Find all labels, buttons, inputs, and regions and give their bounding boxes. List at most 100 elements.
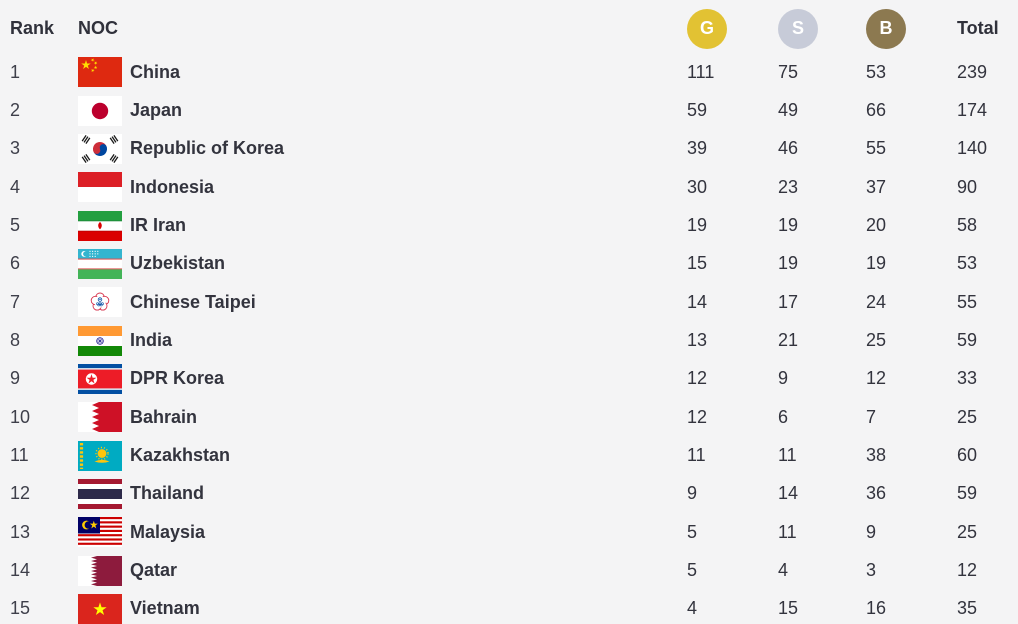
flag-indonesia-icon — [78, 172, 122, 203]
total-count: 59 — [957, 330, 978, 351]
total-count: 53 — [957, 253, 978, 274]
silver-count: 19 — [778, 253, 799, 274]
country-name: Thailand — [130, 483, 205, 504]
country-name: Japan — [130, 100, 183, 121]
country-name: Republic of Korea — [130, 138, 285, 159]
rank-value: 9 — [10, 368, 21, 389]
bronze-count: 19 — [866, 253, 887, 274]
total-count: 35 — [957, 598, 978, 619]
table-row: 4 Indonesia 30 23 37 90 — [0, 168, 1018, 206]
silver-count: 17 — [778, 291, 799, 312]
bronze-count: 36 — [866, 483, 887, 504]
country-name: Vietnam — [130, 598, 200, 619]
total-count: 239 — [957, 61, 988, 82]
rank-value: 10 — [10, 406, 31, 427]
silver-count: 6 — [778, 406, 789, 427]
noc-cell: Thailand — [78, 478, 687, 509]
silver-count: 11 — [778, 521, 797, 542]
table-row: 14 Qatar 5 4 3 12 — [0, 551, 1018, 589]
rank-value: 11 — [10, 445, 29, 466]
table-row: 11 Kazakhstan 11 11 38 60 — [0, 436, 1018, 474]
total-count: 25 — [957, 521, 978, 542]
silver-count: 4 — [778, 560, 789, 581]
bronze-count: 7 — [866, 406, 877, 427]
table-body: 1 China 111 75 53 239 2 Japan 59 49 66 1… — [0, 53, 1018, 624]
table-header: Rank NOC G S B Total — [0, 0, 1018, 53]
noc-cell: India — [78, 325, 687, 356]
flag-chinese-taipei-icon — [78, 287, 122, 318]
bronze-count: 53 — [866, 61, 887, 82]
rank-value: 13 — [10, 521, 31, 542]
flag-india-icon — [78, 325, 122, 356]
flag-uzbekistan-icon — [78, 248, 122, 279]
noc-cell: DPR Korea — [78, 363, 687, 394]
country-name: Bahrain — [130, 406, 198, 427]
table-row: 9 DPR Korea 12 9 12 33 — [0, 360, 1018, 398]
bronze-count: 12 — [866, 368, 887, 389]
silver-count: 15 — [778, 598, 799, 619]
total-count: 25 — [957, 406, 978, 427]
flag-japan-icon — [78, 95, 122, 126]
table-row: 8 India 13 21 25 59 — [0, 321, 1018, 359]
gold-count: 30 — [687, 176, 708, 197]
rank-value: 1 — [10, 61, 21, 82]
flag-china-icon — [78, 57, 122, 88]
rank-value: 4 — [10, 176, 21, 197]
table-row: 15 Vietnam 4 15 16 35 — [0, 590, 1018, 624]
table-row: 5 IR Iran 19 19 20 58 — [0, 206, 1018, 244]
noc-cell: China — [78, 57, 687, 88]
rank-value: 7 — [10, 291, 21, 312]
noc-cell: Vietnam — [78, 593, 687, 624]
rank-value: 3 — [10, 138, 21, 159]
flag-qatar-icon — [78, 555, 122, 586]
bronze-count: 55 — [866, 138, 887, 159]
table-row: 1 China 111 75 53 239 — [0, 53, 1018, 91]
gold-count: 12 — [687, 406, 708, 427]
silver-medal-icon: S — [778, 8, 818, 49]
flag-bahrain-icon — [78, 402, 122, 433]
bronze-count: 37 — [866, 176, 887, 197]
rank-value: 8 — [10, 330, 21, 351]
table-row: 3 Republic of Korea 39 46 55 140 — [0, 130, 1018, 168]
bronze-count: 24 — [866, 291, 887, 312]
country-name: IR Iran — [130, 215, 187, 236]
silver-count: 49 — [778, 100, 799, 121]
bronze-count: 38 — [866, 445, 887, 466]
table-row: 10 Bahrain 12 6 7 25 — [0, 398, 1018, 436]
country-name: Chinese Taipei — [130, 291, 256, 312]
total-count: 12 — [957, 560, 978, 581]
total-count: 58 — [957, 215, 978, 236]
flag-kazakhstan-icon — [78, 440, 122, 471]
silver-count: 11 — [778, 445, 797, 466]
table-row: 12 Thailand 9 14 36 59 — [0, 475, 1018, 513]
country-name: India — [130, 330, 173, 351]
noc-cell: IR Iran — [78, 210, 687, 241]
rank-value: 15 — [10, 598, 31, 619]
noc-cell: Indonesia — [78, 172, 687, 203]
table-row: 13 Malaysia 5 11 9 25 — [0, 513, 1018, 551]
silver-count: 21 — [778, 330, 799, 351]
flag-korea-icon — [78, 133, 122, 164]
noc-cell: Uzbekistan — [78, 248, 687, 279]
gold-count: 19 — [687, 215, 708, 236]
rank-value: 14 — [10, 560, 31, 581]
rank-value: 12 — [10, 483, 31, 504]
country-name: Malaysia — [130, 521, 206, 542]
country-name: China — [130, 61, 181, 82]
gold-count: 13 — [687, 330, 708, 351]
total-count: 140 — [957, 138, 988, 159]
bronze-medal-icon: B — [866, 8, 906, 49]
gold-count: 9 — [687, 483, 698, 504]
flag-iran-icon — [78, 210, 122, 241]
total-count: 60 — [957, 445, 978, 466]
silver-count: 46 — [778, 138, 799, 159]
bronze-count: 3 — [866, 560, 877, 581]
gold-count: 39 — [687, 138, 708, 159]
country-name: Kazakhstan — [130, 445, 231, 466]
country-name: Qatar — [130, 560, 178, 581]
total-count: 59 — [957, 483, 978, 504]
gold-count: 4 — [687, 598, 698, 619]
noc-cell: Bahrain — [78, 402, 687, 433]
noc-cell: Malaysia — [78, 517, 687, 548]
header-total: Total — [957, 18, 999, 38]
